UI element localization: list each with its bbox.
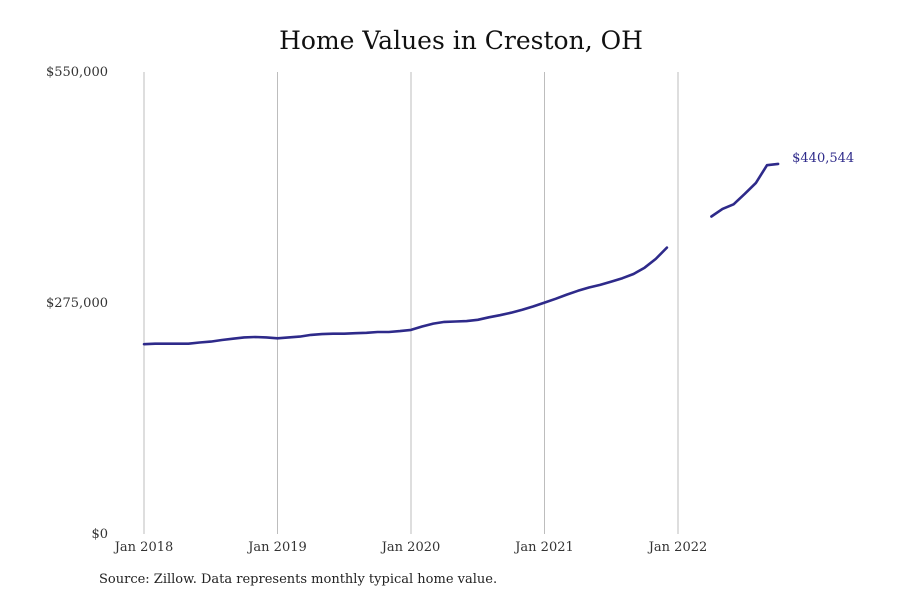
x-tick-label: Jan 2019 <box>246 540 307 555</box>
y-axis-tick-labels: $0 $275,000 $550,000 <box>46 65 108 542</box>
end-value-label: $440,544 <box>792 151 854 166</box>
home-value-series <box>142 162 780 346</box>
x-tick-label: Jan 2020 <box>380 540 441 555</box>
x-axis-tick-labels: Jan 2018 Jan 2019 Jan 2020 Jan 2021 Jan 2022 <box>113 540 708 555</box>
end-value-label-group: $440,544 <box>792 151 854 166</box>
source-note: Source: Zillow. Data represents monthly … <box>99 572 498 587</box>
x-tick-label: Jan 2022 <box>647 540 708 555</box>
y-tick-label: $0 <box>91 527 108 542</box>
x-tick-label: Jan 2021 <box>513 540 574 555</box>
x-tick-label: Jan 2018 <box>113 540 174 555</box>
series-line-segment <box>142 246 669 346</box>
vertical-gridlines <box>143 72 679 534</box>
chart-title: Home Values in Creston, OH <box>279 26 643 55</box>
series-line-segment <box>710 162 780 218</box>
y-tick-label: $550,000 <box>46 65 108 80</box>
y-tick-label: $275,000 <box>46 296 108 311</box>
